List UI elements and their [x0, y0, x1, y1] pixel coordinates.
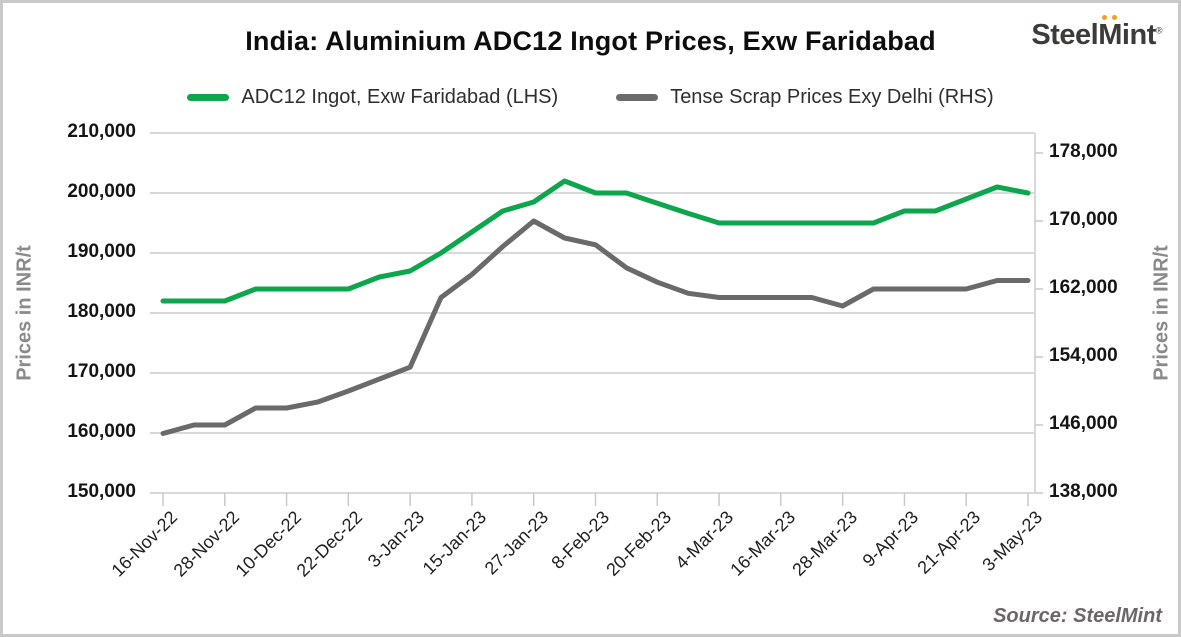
chart-title: India: Aluminium ADC12 Ingot Prices, Exw… [245, 26, 936, 56]
logo-registered-mark: ® [1155, 25, 1163, 36]
logo-text-steel: Steel [1031, 19, 1099, 51]
legend: ADC12 Ingot, Exw Faridabad (LHS) Tense S… [3, 86, 1178, 109]
source-note: Source: SteelMint [993, 605, 1162, 627]
logo-text-int: int [1121, 19, 1156, 51]
legend-swatch-gray-line [616, 94, 659, 101]
legend-item-adc12: ADC12 Ingot, Exw Faridabad (LHS) [187, 86, 558, 109]
legend-label-tense-scrap: Tense Scrap Prices Exy Delhi (RHS) [670, 86, 994, 108]
logo-flame-dot [1112, 15, 1118, 20]
tense-scrap-line [160, 218, 1031, 436]
logo-flame-dot [1102, 15, 1108, 20]
legend-item-tense-scrap: Tense Scrap Prices Exy Delhi (RHS) [616, 86, 994, 109]
logo-letter-m: M [1098, 15, 1122, 52]
adc12-ingot-line [160, 178, 1031, 304]
steelmint-logo: Steel Mint® [1031, 15, 1163, 52]
legend-label-adc12: ADC12 Ingot, Exw Faridabad (LHS) [241, 86, 559, 108]
legend-swatch-green-line [187, 94, 230, 101]
plot-area [150, 132, 1043, 506]
